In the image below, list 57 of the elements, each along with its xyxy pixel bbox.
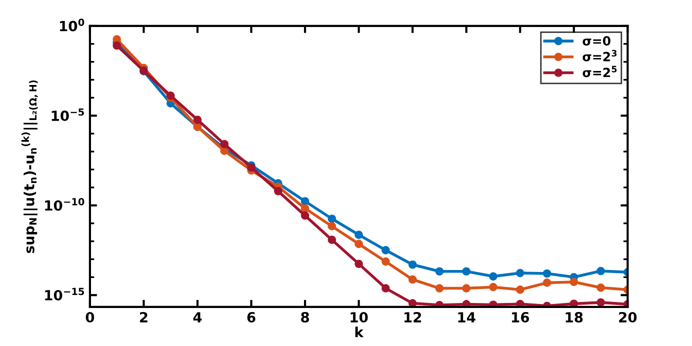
point bbox=[220, 146, 229, 155]
point bbox=[274, 187, 282, 196]
point bbox=[570, 278, 578, 286]
x-tick-label: 4 bbox=[193, 312, 202, 322]
point bbox=[462, 300, 471, 307]
x-axis-title: k bbox=[355, 326, 364, 338]
x-tick-label: 10 bbox=[350, 312, 368, 323]
point bbox=[354, 260, 363, 268]
point bbox=[328, 214, 336, 223]
legend-label: σ=0 bbox=[582, 36, 610, 46]
point bbox=[516, 300, 524, 307]
point bbox=[570, 300, 578, 307]
x-tick-label: 20 bbox=[619, 312, 637, 323]
x-tick-label: 12 bbox=[404, 312, 422, 322]
x-tick-label: 6 bbox=[247, 312, 256, 323]
y-tick-label: 10$^{−5}$ bbox=[52, 108, 84, 122]
point bbox=[489, 282, 498, 292]
point bbox=[354, 240, 363, 248]
point bbox=[596, 283, 605, 292]
point bbox=[516, 286, 524, 294]
point bbox=[596, 266, 605, 276]
point bbox=[354, 230, 363, 239]
point bbox=[300, 197, 310, 206]
point bbox=[408, 275, 417, 284]
point bbox=[462, 267, 471, 276]
x-tick-label: 16 bbox=[512, 312, 530, 323]
point bbox=[328, 222, 336, 230]
point bbox=[382, 246, 390, 254]
point bbox=[596, 298, 605, 307]
point bbox=[462, 284, 471, 292]
point bbox=[328, 236, 336, 244]
point bbox=[112, 41, 122, 50]
point bbox=[435, 267, 444, 276]
y-tick-label: 10$^{−15}$ bbox=[45, 288, 84, 300]
point bbox=[382, 284, 390, 292]
point bbox=[435, 284, 444, 292]
text: sup$_{N}$||u(t$_{n}$)-u$_{n}$$^{(k)}$||$_{L₂(Ω,H)}$ bbox=[21, 80, 38, 253]
point bbox=[542, 269, 552, 278]
y-tick-label: 10$^{0}$ bbox=[60, 18, 84, 32]
point bbox=[408, 299, 417, 307]
legend-label: σ=2$^{3}$ bbox=[582, 50, 617, 62]
x-tick-label: 0 bbox=[86, 312, 94, 323]
point bbox=[382, 257, 390, 266]
x-tick-label: 2 bbox=[140, 312, 148, 322]
point bbox=[300, 204, 310, 213]
point bbox=[489, 272, 498, 281]
point bbox=[220, 140, 229, 148]
legend-label: σ=2$^{5}$ bbox=[582, 66, 617, 78]
point bbox=[516, 268, 524, 278]
x-tick-label: 14 bbox=[458, 312, 476, 322]
point bbox=[542, 278, 552, 287]
y-tick-label: 10$^{−10}$ bbox=[45, 198, 84, 211]
point bbox=[193, 116, 202, 124]
x-tick-label: 18 bbox=[566, 312, 583, 323]
point bbox=[408, 260, 417, 269]
point bbox=[300, 211, 310, 220]
x-tick-label: 8 bbox=[301, 312, 310, 323]
